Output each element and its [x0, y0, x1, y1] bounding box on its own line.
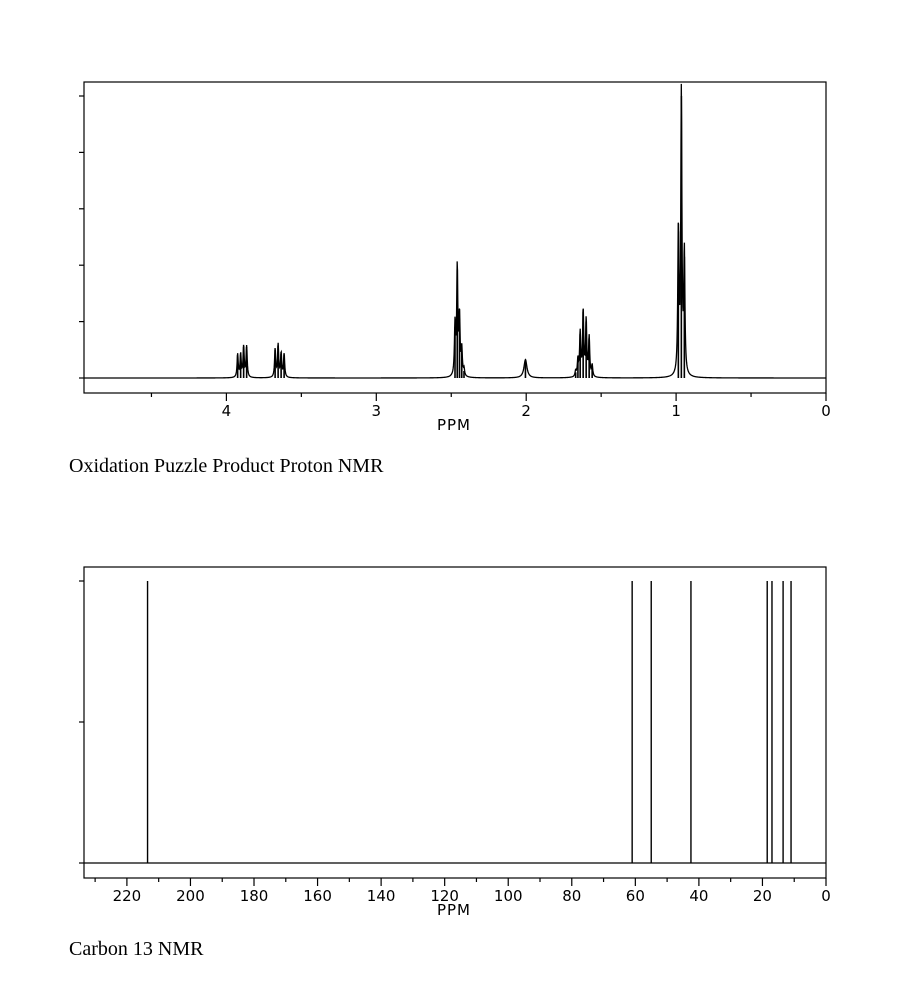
carbon-nmr-caption: Carbon 13 NMR — [69, 938, 204, 960]
plot-frame — [83, 81, 827, 394]
x-tick-label: 3 — [372, 402, 382, 420]
x-tick-label: 180 — [240, 887, 269, 905]
x-tick-label: 4 — [222, 402, 232, 420]
x-tick-label: 40 — [689, 887, 708, 905]
x-tick-label: 140 — [367, 887, 396, 905]
proton-nmr-caption: Oxidation Puzzle Product Proton NMR — [69, 455, 384, 477]
x-tick-label: 20 — [753, 887, 772, 905]
x-tick-label: 60 — [626, 887, 645, 905]
x-tick-label: 0 — [821, 402, 831, 420]
x-tick-label: 1 — [671, 402, 681, 420]
x-tick-label: 200 — [176, 887, 205, 905]
x-tick-label: 120 — [430, 887, 459, 905]
spectrum-line — [84, 83, 826, 379]
x-tick-label: 100 — [494, 887, 523, 905]
proton-nmr-chart: 4 3 2 1 0 PPM — [79, 81, 831, 434]
x-tick-label: 80 — [562, 887, 581, 905]
x-tick-label: 220 — [113, 887, 142, 905]
x-axis-label: PPM — [437, 416, 471, 434]
x-tick-label: 160 — [303, 887, 332, 905]
x-tick-label: 2 — [521, 402, 531, 420]
x-axis-label: PPM — [437, 901, 471, 919]
x-tick-label: 0 — [821, 887, 831, 905]
plot-frame — [83, 566, 827, 879]
